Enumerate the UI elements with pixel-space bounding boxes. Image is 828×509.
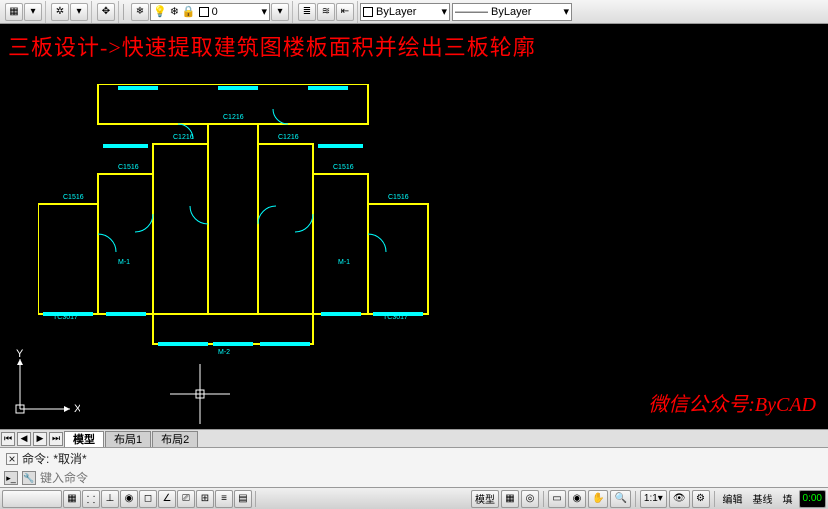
cmd-prompt-icon[interactable]: ▸_ [4,471,18,485]
model-space-button[interactable]: 模型 [471,490,499,508]
dropdown-icon[interactable]: ▾ [70,3,88,21]
svg-text:C1216: C1216 [173,134,194,141]
status-fill: 填 [779,491,797,506]
svg-text:TC3017: TC3017 [53,314,78,321]
color-combo[interactable]: ByLayer ▾ [360,3,450,21]
qview-icon[interactable]: ▭ [548,490,566,508]
dropdown-icon[interactable]: ▾ [24,3,42,21]
overlay-title: 三板设计->快速提取建筑图楼板面积并绘出三板轮廓 [8,30,536,62]
anno-visibility-icon[interactable]: 👁 [669,490,690,508]
top-toolbar: ▦ ▾ ✲ ▾ ✥ ❄ 💡❄🔒 0 ▾ ▾ ≣ ≋ ⇤ ByLayer ▾ ——… [0,0,828,24]
layer-value: 0 [212,6,218,18]
tab-prev-icon[interactable]: ◀ [17,432,31,446]
tab-layout2[interactable]: 布局2 [152,431,198,447]
command-history: × 命令: *取消* [0,448,828,469]
cmd-prefix: 命令: [22,450,49,467]
crosshair-icon[interactable]: ✥ [97,3,115,21]
snap-icon[interactable]: ⸬ [82,490,100,508]
layout-tabs: ⏮ ◀ ▶ ⏭ 模型 布局1 布局2 [0,429,828,447]
layer-state-icon[interactable]: ❄ [131,3,149,21]
svg-text:M-1: M-1 [338,259,350,266]
dropdown-icon[interactable]: ▾ [271,3,289,21]
status-edit: 编辑 [719,491,747,506]
coord-display[interactable] [2,490,62,508]
command-input[interactable] [40,471,824,485]
axis-y-label: Y [16,349,24,360]
qp-icon[interactable]: ▤ [234,490,252,508]
svg-text:C1516: C1516 [118,164,139,171]
svg-text:M-2: M-2 [218,349,230,356]
clock-display: 0:00 [799,490,826,508]
palette-icon[interactable]: ▦ [5,3,23,21]
svg-text:M-1: M-1 [118,259,130,266]
grid-icon[interactable]: ▦ [63,490,81,508]
cmd-history-text: *取消* [53,450,86,467]
svg-text:C1216: C1216 [223,114,244,121]
bylayer-label: ByLayer [491,6,531,18]
linetype-combo[interactable]: ———ByLayer ▾ [452,3,572,21]
tab-first-icon[interactable]: ⏮ [1,432,15,446]
svg-text:C1516: C1516 [63,194,84,201]
cmd-tools-icon[interactable]: 🔧 [22,471,36,485]
crosshair-cursor [170,364,230,424]
svg-text:C1516: C1516 [333,164,354,171]
close-icon[interactable]: × [6,453,18,465]
bylayer-label: ByLayer [376,6,416,18]
zoom-icon[interactable]: 🔍 [610,490,630,508]
floorplan-drawing: C1516 C1516 C1216 C1216 C1216 C1516 C1516 TC301… [38,84,438,369]
lwt-icon[interactable]: ≡ [215,490,233,508]
tab-model[interactable]: 模型 [64,431,104,447]
pan-icon[interactable]: ✋ [588,490,608,508]
nav-wheel-icon[interactable]: ◉ [568,490,586,508]
command-area: × 命令: *取消* ▸_ 🔧 [0,447,828,487]
osnap-icon[interactable]: ◻ [139,490,157,508]
settings-icon[interactable]: ✲ [51,3,69,21]
svg-text:C1516: C1516 [388,194,409,201]
drawing-canvas[interactable]: 三板设计->快速提取建筑图楼板面积并绘出三板轮廓 微信公众号:ByCAD C15… [0,24,828,429]
ucs-icon: X Y [10,349,80,419]
dyn-icon[interactable]: ⊞ [196,490,214,508]
svg-text:TC3017: TC3017 [383,314,408,321]
tab-next-icon[interactable]: ▶ [33,432,47,446]
ortho-icon[interactable]: ⊥ [101,490,119,508]
layer-match-icon[interactable]: ≋ [317,3,335,21]
annoscale-combo[interactable]: 1:1 ▾ [640,490,667,508]
otrack-icon[interactable]: ∠ [158,490,176,508]
status-bar: ▦ ⸬ ⊥ ◉ ◻ ∠ ⎚ ⊞ ≡ ▤ 模型 ▦ ◎ ▭ ◉ ✋ 🔍 1:1 ▾… [0,487,828,509]
svg-text:C1216: C1216 [278,134,299,141]
layer-combo[interactable]: 💡❄🔒 0 ▾ [150,3,270,21]
tab-layout1[interactable]: 布局1 [105,431,151,447]
axis-x-label: X [74,403,80,415]
layer-prev-icon[interactable]: ⇤ [336,3,354,21]
anno-autoscale-icon[interactable]: ⚙ [692,490,710,508]
polar-icon[interactable]: ◉ [120,490,138,508]
grid-toggle-icon[interactable]: ▦ [501,490,519,508]
tab-last-icon[interactable]: ⏭ [49,432,63,446]
watermark: 微信公众号:ByCAD [648,388,816,417]
ducs-icon[interactable]: ⎚ [177,490,195,508]
layer-tool-icon[interactable]: ≣ [298,3,316,21]
status-baseline: 基线 [749,491,777,506]
nav-icon[interactable]: ◎ [521,490,539,508]
